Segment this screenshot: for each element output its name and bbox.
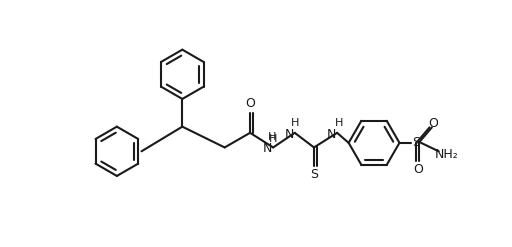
Text: S: S (412, 136, 420, 149)
Text: O: O (429, 117, 438, 130)
Text: O: O (413, 163, 423, 176)
Text: H: H (269, 134, 278, 144)
Text: H: H (267, 132, 276, 143)
Text: S: S (310, 168, 318, 181)
Text: N: N (327, 128, 336, 141)
Text: N: N (285, 128, 294, 141)
Text: H: H (290, 118, 299, 128)
Text: H: H (334, 118, 343, 128)
Text: N: N (263, 143, 272, 156)
Text: O: O (245, 97, 255, 110)
Text: NH₂: NH₂ (435, 148, 458, 161)
